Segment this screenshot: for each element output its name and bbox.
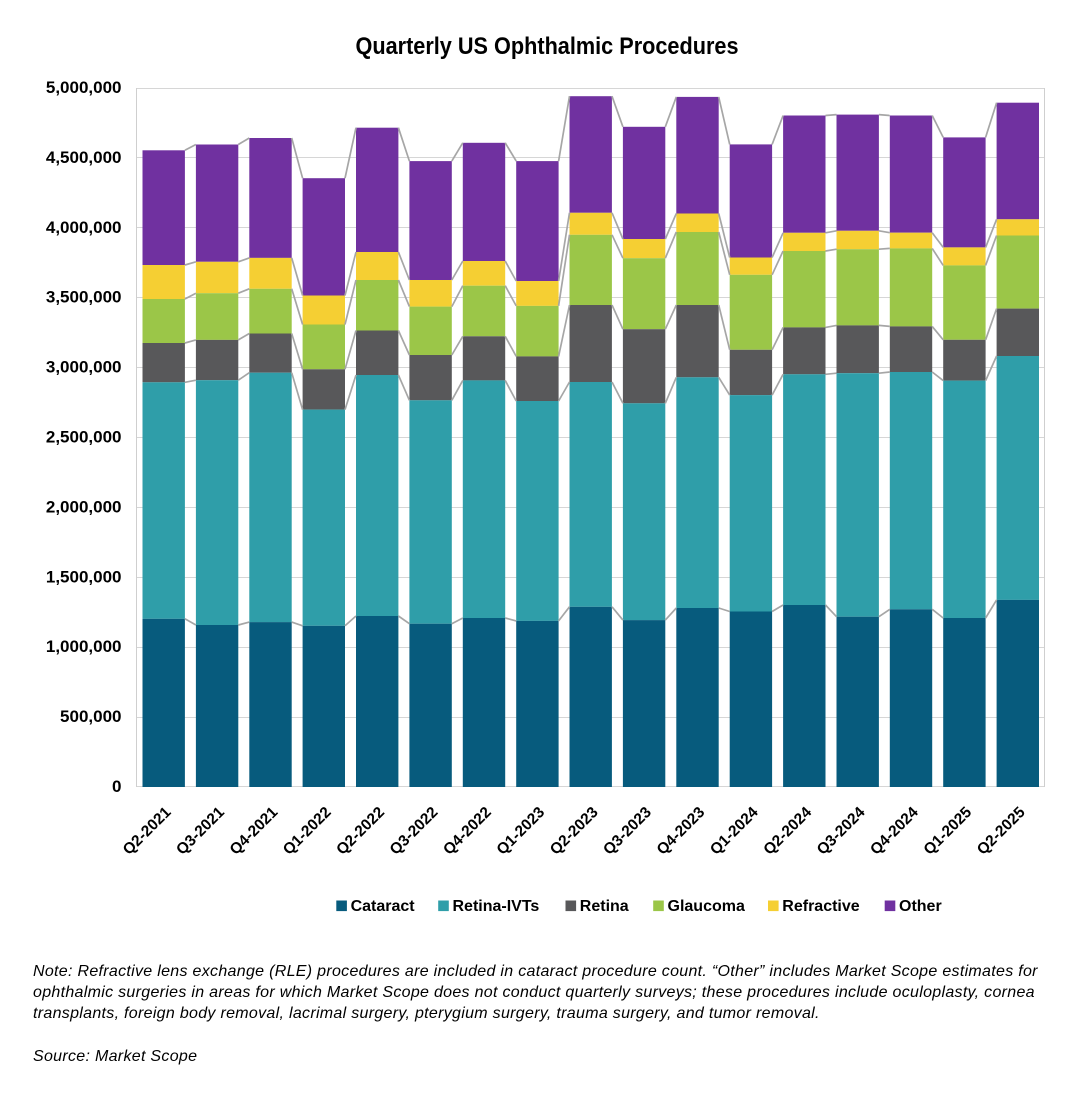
svg-text:Q4-2021: Q4-2021 [227, 804, 282, 859]
svg-text:Q1-2022: Q1-2022 [280, 804, 335, 859]
svg-text:Q1-2025: Q1-2025 [921, 804, 976, 859]
svg-text:2,000,000: 2,000,000 [46, 497, 122, 516]
svg-text:Q2-2022: Q2-2022 [333, 804, 388, 859]
svg-text:1,000,000: 1,000,000 [46, 637, 122, 656]
svg-text:Q3-2024: Q3-2024 [814, 804, 869, 859]
svg-text:Q3-2022: Q3-2022 [387, 804, 442, 859]
svg-text:Q2-2023: Q2-2023 [547, 804, 602, 859]
svg-text:3,000,000: 3,000,000 [46, 358, 122, 377]
svg-text:Q2-2025: Q2-2025 [974, 804, 1029, 859]
svg-text:Q3-2023: Q3-2023 [600, 804, 655, 859]
svg-text:Q1-2024: Q1-2024 [707, 804, 762, 859]
svg-text:2,500,000: 2,500,000 [46, 428, 122, 447]
svg-text:Q3-2021: Q3-2021 [173, 804, 228, 859]
svg-text:Quarterly US Ophthalmic Proced: Quarterly US Ophthalmic Procedures [356, 33, 739, 60]
svg-text:Q2-2024: Q2-2024 [760, 804, 815, 859]
svg-text:4,000,000: 4,000,000 [46, 218, 122, 237]
svg-text:Q2-2021: Q2-2021 [120, 804, 175, 859]
svg-text:Other: Other [899, 898, 942, 915]
svg-text:Q4-2023: Q4-2023 [654, 804, 709, 859]
svg-text:Q4-2022: Q4-2022 [440, 804, 495, 859]
svg-text:Retina-IVTs: Retina-IVTs [453, 898, 540, 915]
svg-text:0: 0 [112, 777, 121, 796]
svg-text:Cataract: Cataract [351, 898, 416, 915]
svg-text:Refractive: Refractive [782, 898, 859, 915]
svg-text:Q4-2024: Q4-2024 [867, 804, 922, 859]
svg-text:1,500,000: 1,500,000 [46, 567, 122, 586]
svg-text:Glaucoma: Glaucoma [668, 898, 745, 915]
svg-text:4,500,000: 4,500,000 [46, 148, 122, 167]
svg-text:5,000,000: 5,000,000 [46, 78, 122, 97]
svg-text:500,000: 500,000 [60, 707, 121, 726]
svg-text:3,500,000: 3,500,000 [46, 288, 122, 307]
svg-text:Retina: Retina [580, 898, 629, 915]
svg-text:Q1-2023: Q1-2023 [494, 804, 549, 859]
